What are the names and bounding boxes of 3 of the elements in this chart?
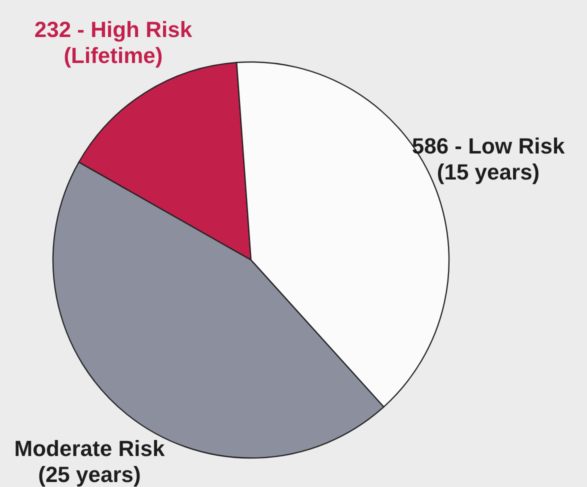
slice-label: 586 - Low Risk (15 years) <box>412 134 566 185</box>
slice-label: Moderate Risk (25 years) <box>14 436 166 487</box>
slice-label: 232 - High Risk (Lifetime) <box>34 16 193 68</box>
